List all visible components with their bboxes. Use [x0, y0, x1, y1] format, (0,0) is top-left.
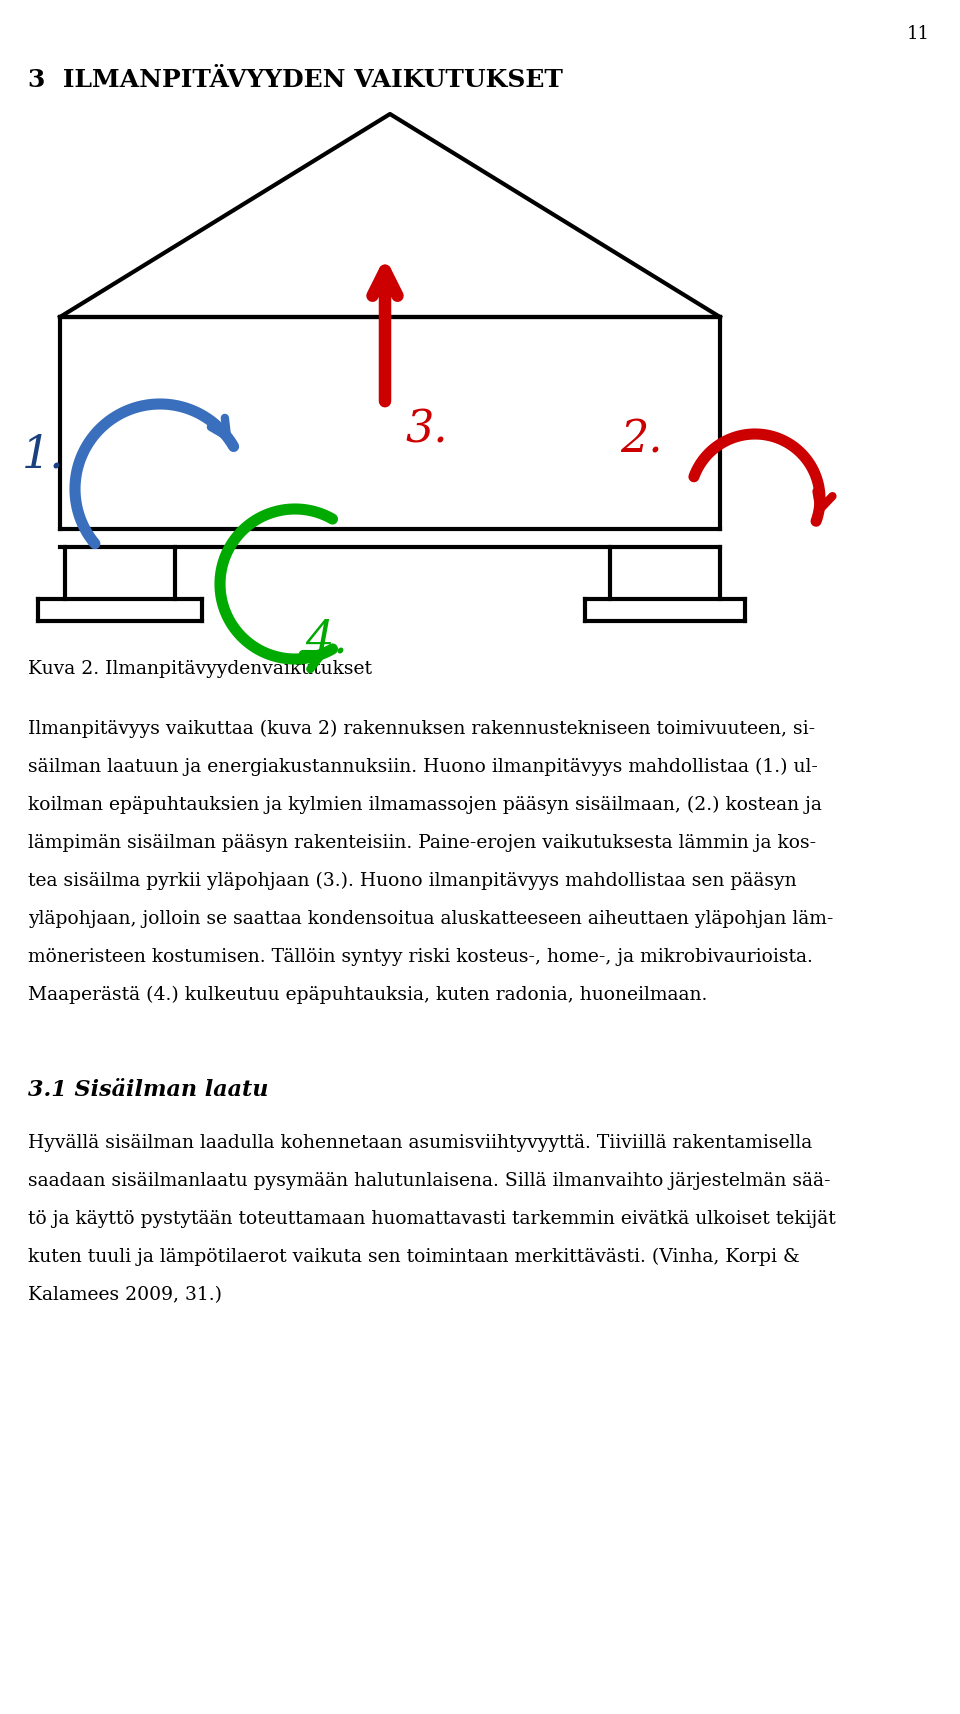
Text: tö ja käyttö pystytään toteuttamaan huomattavasti tarkemmin eivätkä ulkoiset tek: tö ja käyttö pystytään toteuttamaan huom… — [28, 1210, 836, 1227]
Text: koilman epäpuhtauksien ja kylmien ilmamassojen pääsyn sisäilmaan, (2.) kostean j: koilman epäpuhtauksien ja kylmien ilmama… — [28, 795, 822, 814]
Text: yläpohjaan, jolloin se saattaa kondensoitua aluskatteeseen aiheuttaen yläpohjan : yläpohjaan, jolloin se saattaa kondensoi… — [28, 910, 833, 927]
Text: saadaan sisäilmanlaatu pysymään halutunlaisena. Sillä ilmanvaihto järjestelmän s: saadaan sisäilmanlaatu pysymään halutunl… — [28, 1171, 830, 1190]
Text: 3.1 Sisäilman laatu: 3.1 Sisäilman laatu — [28, 1078, 269, 1100]
Text: möneristeen kostumisen. Tällöin syntyy riski kosteus-, home-, ja mikrobivauriois: möneristeen kostumisen. Tällöin syntyy r… — [28, 948, 813, 965]
Text: Hyvällä sisäilman laadulla kohennetaan asumisviihtyvyyttä. Tiiviillä rakentamise: Hyvällä sisäilman laadulla kohennetaan a… — [28, 1133, 812, 1152]
Text: 3  ILMANPITÄVYYDEN VAIKUTUKSET: 3 ILMANPITÄVYYDEN VAIKUTUKSET — [28, 69, 563, 93]
Text: 3.: 3. — [405, 408, 447, 451]
Text: Ilmanpitävyys vaikuttaa (kuva 2) rakennuksen rakennustekniseen toimivuuteen, si-: Ilmanpitävyys vaikuttaa (kuva 2) rakennu… — [28, 720, 815, 737]
Text: 11: 11 — [907, 26, 930, 43]
Text: lämpimän sisäilman pääsyn rakenteisiin. Paine-erojen vaikutuksesta lämmin ja kos: lämpimän sisäilman pääsyn rakenteisiin. … — [28, 833, 816, 852]
Text: säilman laatuun ja energiakustannuksiin. Huono ilmanpitävyys mahdollistaa (1.) u: säilman laatuun ja energiakustannuksiin.… — [28, 758, 818, 776]
Text: kuten tuuli ja lämpötilaerot vaikuta sen toimintaan merkittävästi. (Vinha, Korpi: kuten tuuli ja lämpötilaerot vaikuta sen… — [28, 1248, 800, 1265]
Text: 4.: 4. — [305, 619, 348, 662]
Text: tea sisäilma pyrkii yläpohjaan (3.). Huono ilmanpitävyys mahdollistaa sen pääsyn: tea sisäilma pyrkii yläpohjaan (3.). Huo… — [28, 871, 797, 890]
Text: Kalamees 2009, 31.): Kalamees 2009, 31.) — [28, 1286, 222, 1303]
Text: Maaperästä (4.) kulkeutuu epäpuhtauksia, kuten radonia, huoneilmaan.: Maaperästä (4.) kulkeutuu epäpuhtauksia,… — [28, 986, 708, 1004]
Text: 2.: 2. — [620, 418, 662, 461]
Text: Kuva 2. Ilmanpitävyydenvaikutukset: Kuva 2. Ilmanpitävyydenvaikutukset — [28, 660, 372, 677]
Text: 1.: 1. — [22, 434, 64, 476]
